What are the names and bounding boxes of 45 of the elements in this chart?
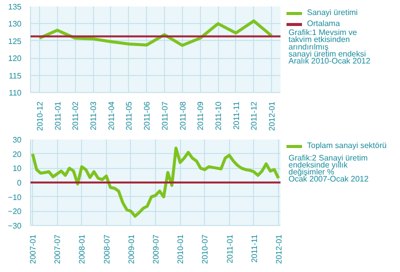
y-tick-label: 120 (8, 54, 22, 64)
x-tick-label: 2007-07 (53, 234, 62, 264)
x-tick-label: 2011-12 (250, 100, 259, 130)
legend-label: Ortalama (307, 19, 340, 28)
x-tick-label: 2011-01 (53, 100, 62, 130)
x-tick-label: 2011-04 (106, 100, 116, 130)
y-tick-label: −20 (8, 207, 22, 216)
x-tick-label: 2012-01 (268, 100, 277, 131)
y-tick-label: 20 (12, 150, 22, 159)
x-tick-label: 2011-08 (178, 100, 188, 130)
legend-label: Toplam sanayi sektörü (307, 141, 387, 150)
x-tick-label: 2011-01 (225, 234, 234, 264)
x-tick-label: 2011-10 (214, 100, 223, 130)
x-tick-label: 2011-09 (196, 100, 206, 130)
x-tick-label: 2010-07 (200, 234, 210, 264)
text: Grafik:1 Mevsim ve takvim etkisinden arındırılmış sanayi üretim endeksi Aralık 2010-Ocak 2012 (288, 28, 371, 66)
y-tick-label: 135 (8, 2, 22, 12)
x-tick-label: 2008-01 (78, 234, 87, 264)
x-tick-label: 2008-07 (102, 234, 112, 264)
x-tick-label: 2011-07 (160, 100, 170, 130)
y-tick-label: −30 (8, 222, 22, 230)
x-tick-label: 2011-11 (232, 100, 241, 130)
y-tick-label: 110 (8, 88, 22, 98)
y-tick-label: 130 (8, 20, 22, 29)
x-tick-label: 2011-06 (142, 100, 152, 130)
legend-label: Sanayi üretimi (307, 8, 358, 17)
text: Grafik:2 Sanayi üretim endeksinde yıllık değişimler % Ocak 2007-Ocak 2012 (288, 154, 370, 184)
x-tick-label: 2010-01 (176, 234, 186, 264)
x-tick-label: 2011-03 (89, 100, 98, 130)
x-tick-label: 2011-05 (124, 100, 134, 130)
x-tick-label: 2010-12 (35, 100, 44, 131)
y-tick-label: 115 (8, 71, 22, 80)
x-tick-label: 2012-01 (274, 234, 284, 264)
x-tick-label: 2011-02 (71, 100, 80, 130)
y-tick-label: 125 (8, 36, 22, 46)
x-tick-label: 2007-01 (28, 234, 38, 264)
line-series (31, 146, 280, 218)
y-tick-label: 10 (12, 164, 22, 174)
y-tick-label: 0 (17, 178, 22, 188)
x-tick-label: 2011-11 (250, 234, 259, 263)
y-tick-label: −10 (8, 192, 22, 202)
line-series (38, 19, 274, 47)
x-tick-label: 2009-01 (126, 234, 136, 264)
y-tick-label: 30 (12, 136, 22, 144)
x-tick-label: 2009-07 (152, 234, 160, 264)
